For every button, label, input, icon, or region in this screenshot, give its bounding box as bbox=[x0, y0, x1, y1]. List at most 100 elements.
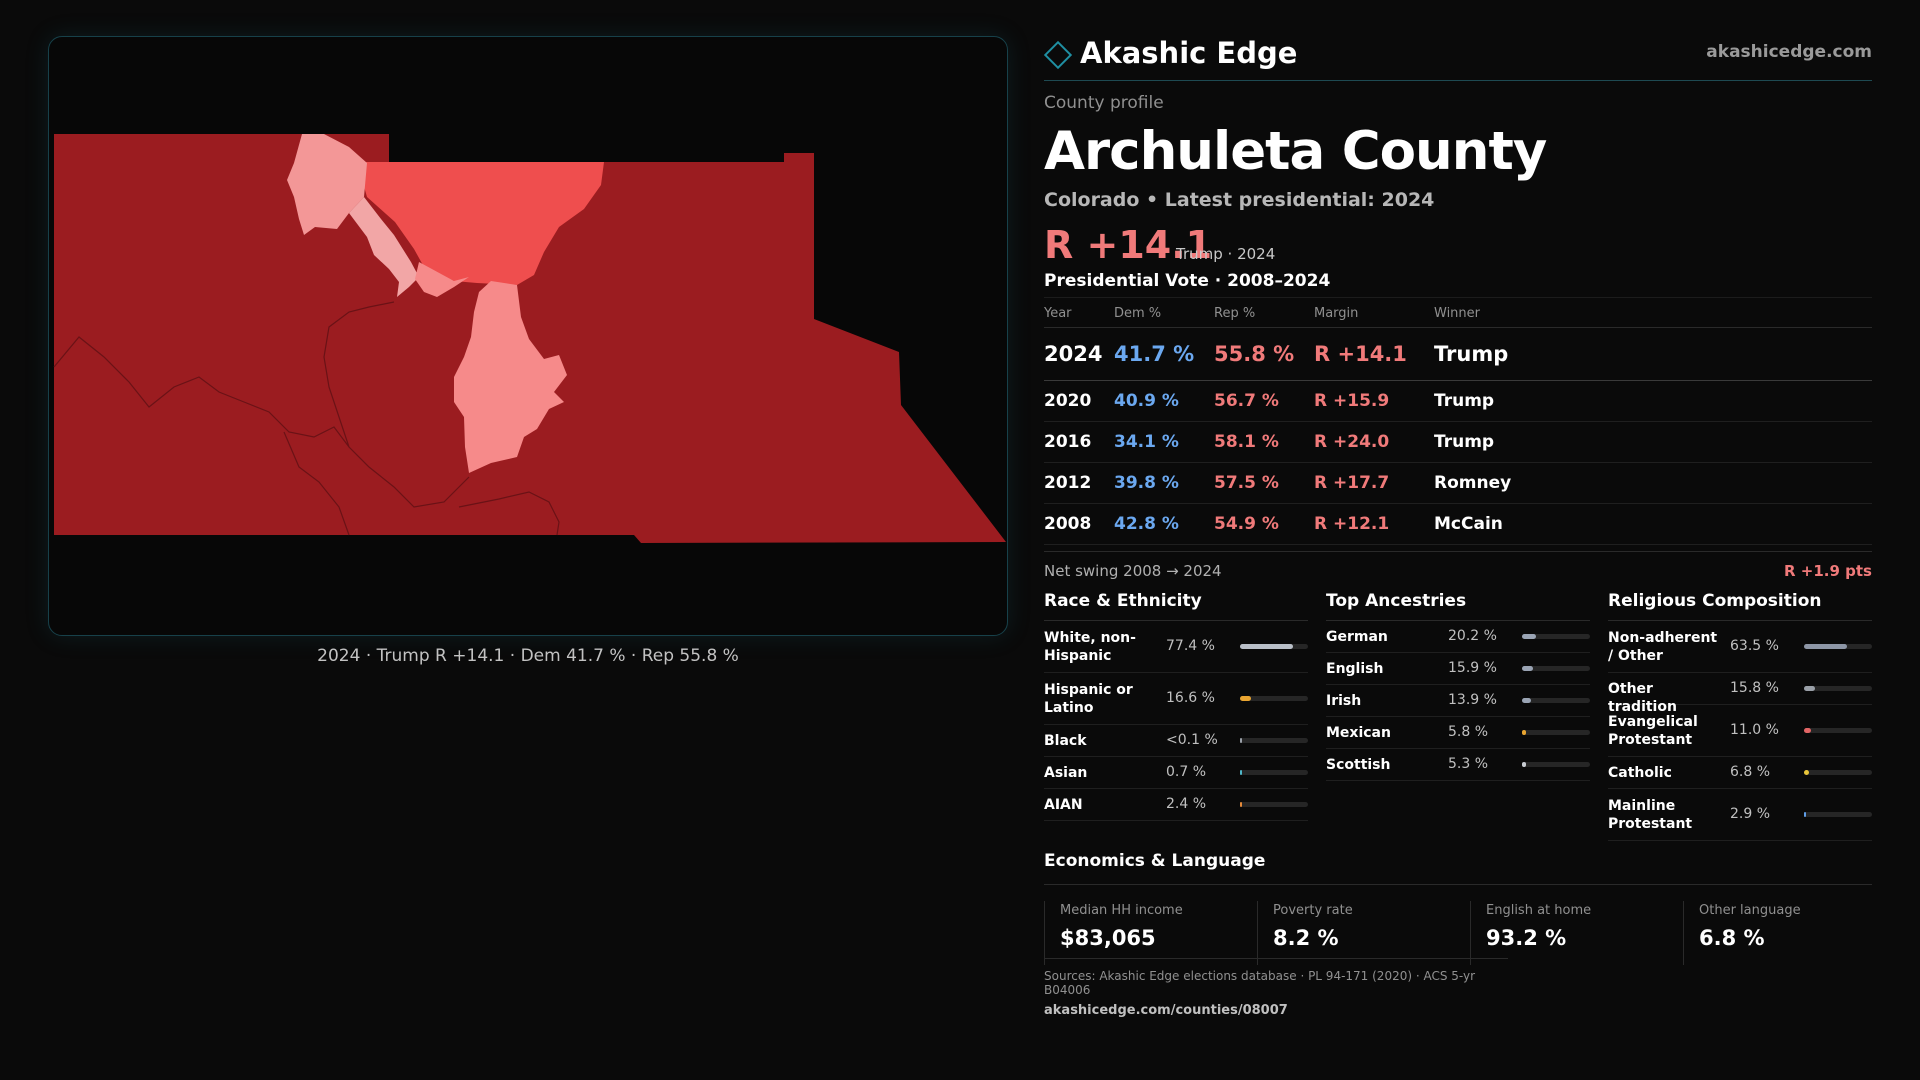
share-bar bbox=[1522, 698, 1590, 703]
precinct-north-strip[interactable] bbox=[349, 197, 419, 297]
share-bar bbox=[1240, 738, 1308, 743]
footer: Sources: Akashic Edge elections database… bbox=[1044, 958, 1508, 1018]
share-bar bbox=[1240, 696, 1308, 701]
list-item-value: 15.8 % bbox=[1730, 680, 1779, 696]
race-section-title: Race & Ethnicity bbox=[1044, 591, 1308, 621]
row-margin: R +24.0 bbox=[1314, 421, 1434, 463]
row-dem: 42.8 % bbox=[1114, 503, 1214, 545]
row-dem: 41.7 % bbox=[1114, 327, 1214, 381]
list-item-label: Catholic bbox=[1608, 765, 1672, 781]
list-item: Mainline Protestant 2.9 % bbox=[1608, 789, 1872, 841]
list-item-label: English bbox=[1326, 661, 1384, 677]
row-winner: Trump bbox=[1434, 327, 1872, 381]
row-year: 2020 bbox=[1044, 380, 1114, 422]
share-bar bbox=[1522, 634, 1590, 639]
county-url-link[interactable]: akashicedge.com/counties/08007 bbox=[1044, 1003, 1288, 1018]
list-item: Mexican 5.8 % bbox=[1326, 717, 1590, 749]
list-item-label: White, non-Hispanic bbox=[1044, 630, 1136, 664]
race-column: Race & Ethnicity White, non-Hispanic 77.4… bbox=[1044, 591, 1308, 821]
list-item-value: 2.9 % bbox=[1730, 806, 1771, 822]
share-bar-fill bbox=[1522, 730, 1526, 735]
list-item: Black <0.1 % bbox=[1044, 725, 1308, 757]
profile-panel: Akashic Edge akashicedge.com County prof… bbox=[1043, 36, 1872, 975]
share-bar-fill bbox=[1522, 762, 1526, 767]
headline-margin: R +14.1 bbox=[1044, 223, 1213, 267]
row-winner: Trump bbox=[1434, 380, 1872, 422]
stat-card-other-language: Other language 6.8 % bbox=[1683, 901, 1871, 965]
row-rep: 58.1 % bbox=[1214, 421, 1314, 463]
row-margin: R +12.1 bbox=[1314, 503, 1434, 545]
sources-text: Sources: Akashic Edge elections database… bbox=[1044, 969, 1476, 997]
list-item-label: Evangelical Protestant bbox=[1608, 714, 1698, 748]
county-subtitle: Colorado • Latest presidential: 2024 bbox=[1044, 189, 1435, 211]
row-year: 2012 bbox=[1044, 462, 1114, 504]
net-swing-row: Net swing 2008 → 2024 R +1.9 pts bbox=[1044, 551, 1872, 587]
list-item-label: German bbox=[1326, 629, 1388, 645]
row-year: 2008 bbox=[1044, 503, 1114, 545]
table-row: 2008 42.8 % 54.9 % R +12.1 McCain bbox=[1044, 503, 1872, 545]
list-item-label: Mainline Protestant bbox=[1608, 798, 1693, 832]
share-bar-fill bbox=[1522, 634, 1536, 639]
table-row: 2024 41.7 % 55.8 % R +14.1 Trump bbox=[1044, 327, 1872, 381]
religion-column: Religious Composition Non-adherent / Oth… bbox=[1608, 591, 1872, 841]
header-winner: Winner bbox=[1434, 297, 1872, 328]
list-item: English 15.9 % bbox=[1326, 653, 1590, 685]
list-item-label: Non-adherent / Other bbox=[1608, 630, 1718, 664]
ancestry-rows: German 20.2 % English 15.9 % Irish 13.9 % Mexi… bbox=[1326, 621, 1590, 781]
share-bar bbox=[1804, 686, 1872, 691]
economics-cards: Median HH income $83,065 Poverty rate 8.… bbox=[1044, 885, 1872, 975]
share-bar-fill bbox=[1804, 644, 1848, 649]
vote-section-title: Presidential Vote · 2008–2024 bbox=[1044, 271, 1331, 291]
stat-card-value: $83,065 bbox=[1060, 926, 1156, 950]
list-item: Catholic 6.8 % bbox=[1608, 757, 1872, 789]
stat-card-label: Other language bbox=[1699, 903, 1801, 918]
row-winner: Trump bbox=[1434, 421, 1872, 463]
stat-card-value: 6.8 % bbox=[1699, 926, 1765, 950]
brand-name[interactable]: Akashic Edge bbox=[1080, 36, 1298, 70]
religion-rows: Non-adherent / Other 63.5 % Other traditio… bbox=[1608, 621, 1872, 841]
list-item-value: 2.4 % bbox=[1166, 796, 1207, 812]
share-bar-fill bbox=[1804, 770, 1809, 775]
net-swing-value: R +1.9 pts bbox=[1784, 562, 1872, 580]
list-item: White, non-Hispanic 77.4 % bbox=[1044, 621, 1308, 673]
list-item: Other tradition 15.8 % bbox=[1608, 673, 1872, 715]
stat-card-label: English at home bbox=[1486, 903, 1592, 918]
vote-table: Year Dem % Rep % Margin Winner 2024 41.7… bbox=[1044, 297, 1872, 545]
list-item: AIAN 2.4 % bbox=[1044, 789, 1308, 821]
list-item: Evangelical Protestant 11.0 % bbox=[1608, 705, 1872, 757]
precinct-map-svg bbox=[53, 134, 1006, 543]
share-bar bbox=[1804, 644, 1872, 649]
list-item-label: Mexican bbox=[1326, 725, 1391, 741]
ancestry-section-title: Top Ancestries bbox=[1326, 591, 1590, 621]
list-item-label: Scottish bbox=[1326, 757, 1391, 773]
row-margin: R +17.7 bbox=[1314, 462, 1434, 504]
share-bar-fill bbox=[1240, 644, 1293, 649]
demographics-columns: Race & Ethnicity White, non-Hispanic 77.4… bbox=[1044, 587, 1872, 847]
precinct-northwest[interactable] bbox=[287, 134, 367, 235]
county-map[interactable] bbox=[48, 36, 1008, 636]
list-item-value: 77.4 % bbox=[1166, 638, 1215, 654]
list-item-label: AIAN bbox=[1044, 797, 1083, 813]
economics-section-title: Economics & Language bbox=[1044, 851, 1872, 885]
row-year: 2016 bbox=[1044, 421, 1114, 463]
share-bar-fill bbox=[1240, 696, 1252, 701]
header-year: Year bbox=[1044, 297, 1114, 328]
precinct-south-central[interactable] bbox=[454, 281, 567, 473]
list-item-value: 20.2 % bbox=[1448, 628, 1497, 644]
row-rep: 55.8 % bbox=[1214, 327, 1314, 381]
row-winner: McCain bbox=[1434, 503, 1872, 545]
share-bar-fill bbox=[1804, 686, 1815, 691]
brand-url-link[interactable]: akashicedge.com bbox=[1706, 42, 1872, 62]
brand-header: Akashic Edge akashicedge.com bbox=[1043, 36, 1872, 81]
share-bar bbox=[1240, 802, 1308, 807]
row-rep: 57.5 % bbox=[1214, 462, 1314, 504]
precinct-north-central[interactable] bbox=[357, 162, 604, 285]
list-item-value: <0.1 % bbox=[1166, 732, 1218, 748]
precinct-base[interactable] bbox=[54, 134, 1006, 543]
stat-card-value: 93.2 % bbox=[1486, 926, 1567, 950]
share-bar bbox=[1804, 770, 1872, 775]
stat-card-label: Poverty rate bbox=[1273, 903, 1353, 918]
share-bar bbox=[1522, 762, 1590, 767]
precinct-small[interactable] bbox=[415, 262, 469, 297]
headline-winner: Trump · 2024 bbox=[1176, 245, 1276, 263]
